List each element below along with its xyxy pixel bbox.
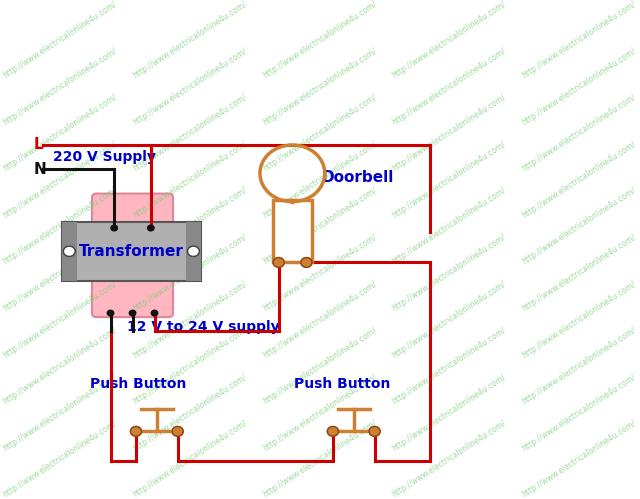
Text: http://www.electricalonline4u.com/: http://www.electricalonline4u.com/ bbox=[131, 372, 248, 453]
FancyBboxPatch shape bbox=[62, 222, 77, 280]
Text: http://www.electricalonline4u.com/: http://www.electricalonline4u.com/ bbox=[2, 93, 119, 173]
Text: http://www.electricalonline4u.com/: http://www.electricalonline4u.com/ bbox=[131, 326, 248, 406]
Text: http://www.electricalonline4u.com/: http://www.electricalonline4u.com/ bbox=[261, 46, 378, 127]
Circle shape bbox=[172, 427, 183, 436]
Text: Push Button: Push Button bbox=[90, 377, 186, 391]
FancyBboxPatch shape bbox=[186, 222, 201, 280]
Text: http://www.electricalonline4u.com/: http://www.electricalonline4u.com/ bbox=[261, 233, 378, 313]
Text: http://www.electricalonline4u.com/: http://www.electricalonline4u.com/ bbox=[391, 46, 508, 127]
FancyBboxPatch shape bbox=[62, 222, 201, 280]
Text: http://www.electricalonline4u.com/: http://www.electricalonline4u.com/ bbox=[520, 186, 637, 266]
Text: http://www.electricalonline4u.com/: http://www.electricalonline4u.com/ bbox=[520, 46, 637, 127]
Circle shape bbox=[108, 310, 114, 316]
Circle shape bbox=[301, 257, 312, 267]
Text: http://www.electricalonline4u.com/: http://www.electricalonline4u.com/ bbox=[131, 0, 248, 80]
Text: http://www.electricalonline4u.com/: http://www.electricalonline4u.com/ bbox=[391, 326, 508, 406]
Circle shape bbox=[273, 257, 284, 267]
Text: http://www.electricalonline4u.com/: http://www.electricalonline4u.com/ bbox=[520, 0, 637, 80]
Text: http://www.electricalonline4u.com/: http://www.electricalonline4u.com/ bbox=[2, 326, 119, 406]
FancyBboxPatch shape bbox=[273, 200, 312, 262]
Text: http://www.electricalonline4u.com/: http://www.electricalonline4u.com/ bbox=[2, 139, 119, 220]
Text: http://www.electricalonline4u.com/: http://www.electricalonline4u.com/ bbox=[131, 139, 248, 220]
Text: http://www.electricalonline4u.com/: http://www.electricalonline4u.com/ bbox=[520, 419, 637, 499]
Text: http://www.electricalonline4u.com/: http://www.electricalonline4u.com/ bbox=[261, 0, 378, 80]
Text: http://www.electricalonline4u.com/: http://www.electricalonline4u.com/ bbox=[520, 279, 637, 360]
Text: http://www.electricalonline4u.com/: http://www.electricalonline4u.com/ bbox=[2, 233, 119, 313]
Text: http://www.electricalonline4u.com/: http://www.electricalonline4u.com/ bbox=[520, 139, 637, 220]
Text: http://www.electricalonline4u.com/: http://www.electricalonline4u.com/ bbox=[261, 139, 378, 220]
Text: Doorbell: Doorbell bbox=[321, 170, 394, 185]
Text: http://www.electricalonline4u.com/: http://www.electricalonline4u.com/ bbox=[520, 233, 637, 313]
Text: http://www.electricalonline4u.com/: http://www.electricalonline4u.com/ bbox=[2, 46, 119, 127]
Text: http://www.electricalonline4u.com/: http://www.electricalonline4u.com/ bbox=[391, 279, 508, 360]
Text: 220 V Supply: 220 V Supply bbox=[52, 150, 156, 164]
Text: http://www.electricalonline4u.com/: http://www.electricalonline4u.com/ bbox=[520, 326, 637, 406]
Text: http://www.electricalonline4u.com/: http://www.electricalonline4u.com/ bbox=[2, 186, 119, 266]
Circle shape bbox=[131, 427, 141, 436]
Circle shape bbox=[111, 225, 118, 231]
Text: http://www.electricalonline4u.com/: http://www.electricalonline4u.com/ bbox=[261, 419, 378, 499]
Circle shape bbox=[129, 310, 136, 316]
Text: http://www.electricalonline4u.com/: http://www.electricalonline4u.com/ bbox=[391, 419, 508, 499]
Circle shape bbox=[369, 427, 380, 436]
Text: http://www.electricalonline4u.com/: http://www.electricalonline4u.com/ bbox=[2, 419, 119, 499]
Text: 12 V to 24 V supply: 12 V to 24 V supply bbox=[127, 320, 279, 334]
Text: Transformer: Transformer bbox=[79, 244, 184, 259]
Text: http://www.electricalonline4u.com/: http://www.electricalonline4u.com/ bbox=[261, 186, 378, 266]
Text: http://www.electricalonline4u.com/: http://www.electricalonline4u.com/ bbox=[2, 279, 119, 360]
Text: http://www.electricalonline4u.com/: http://www.electricalonline4u.com/ bbox=[391, 233, 508, 313]
Circle shape bbox=[151, 310, 158, 316]
Text: http://www.electricalonline4u.com/: http://www.electricalonline4u.com/ bbox=[131, 186, 248, 266]
Text: http://www.electricalonline4u.com/: http://www.electricalonline4u.com/ bbox=[261, 279, 378, 360]
Circle shape bbox=[188, 246, 200, 256]
Text: http://www.electricalonline4u.com/: http://www.electricalonline4u.com/ bbox=[391, 93, 508, 173]
Text: http://www.electricalonline4u.com/: http://www.electricalonline4u.com/ bbox=[2, 372, 119, 453]
Text: Push Button: Push Button bbox=[294, 377, 390, 391]
Text: http://www.electricalonline4u.com/: http://www.electricalonline4u.com/ bbox=[391, 186, 508, 266]
Text: http://www.electricalonline4u.com/: http://www.electricalonline4u.com/ bbox=[131, 419, 248, 499]
Text: http://www.electricalonline4u.com/: http://www.electricalonline4u.com/ bbox=[520, 372, 637, 453]
FancyBboxPatch shape bbox=[92, 194, 173, 242]
Text: http://www.electricalonline4u.com/: http://www.electricalonline4u.com/ bbox=[131, 93, 248, 173]
Text: http://www.electricalonline4u.com/: http://www.electricalonline4u.com/ bbox=[131, 46, 248, 127]
Text: http://www.electricalonline4u.com/: http://www.electricalonline4u.com/ bbox=[261, 93, 378, 173]
Text: http://www.electricalonline4u.com/: http://www.electricalonline4u.com/ bbox=[391, 372, 508, 453]
Text: http://www.electricalonline4u.com/: http://www.electricalonline4u.com/ bbox=[391, 0, 508, 80]
Text: http://www.electricalonline4u.com/: http://www.electricalonline4u.com/ bbox=[261, 326, 378, 406]
Circle shape bbox=[63, 246, 76, 256]
Circle shape bbox=[148, 225, 154, 231]
Text: http://www.electricalonline4u.com/: http://www.electricalonline4u.com/ bbox=[520, 93, 637, 173]
Text: http://www.electricalonline4u.com/: http://www.electricalonline4u.com/ bbox=[131, 279, 248, 360]
Text: http://www.electricalonline4u.com/: http://www.electricalonline4u.com/ bbox=[2, 0, 119, 80]
Text: http://www.electricalonline4u.com/: http://www.electricalonline4u.com/ bbox=[261, 372, 378, 453]
FancyBboxPatch shape bbox=[92, 268, 173, 317]
Text: http://www.electricalonline4u.com/: http://www.electricalonline4u.com/ bbox=[391, 139, 508, 220]
Circle shape bbox=[327, 427, 339, 436]
Text: http://www.electricalonline4u.com/: http://www.electricalonline4u.com/ bbox=[131, 233, 248, 313]
Text: L: L bbox=[33, 137, 43, 153]
Text: N: N bbox=[33, 162, 46, 177]
